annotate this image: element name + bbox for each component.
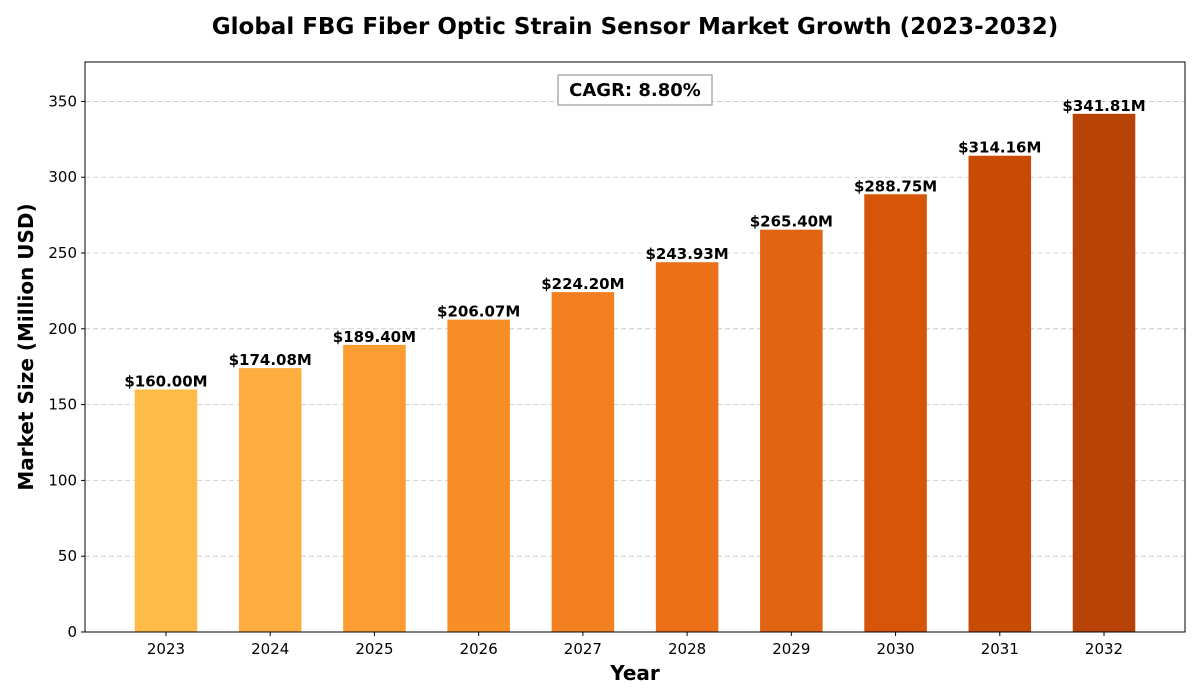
bar-2025 (343, 344, 406, 632)
data-label: $224.20M (541, 275, 624, 293)
bar-2023 (134, 389, 198, 632)
data-label: $314.16M (958, 139, 1041, 157)
bar-2031 (968, 155, 1032, 632)
x-tick-label: 2031 (981, 640, 1019, 658)
x-tick-label: 2027 (564, 640, 602, 658)
x-tick-label: 2023 (147, 640, 185, 658)
data-label: $243.93M (645, 245, 728, 263)
x-tick-label: 2028 (668, 640, 706, 658)
y-tick-label: 50 (58, 547, 77, 565)
y-tick-label: 300 (48, 168, 77, 186)
data-label: $160.00M (124, 372, 207, 390)
x-tick-label: 2024 (251, 640, 289, 658)
x-tick-label: 2032 (1085, 640, 1123, 658)
y-tick-label: 100 (48, 471, 77, 489)
y-axis-label: Market Size (Million USD) (14, 203, 38, 490)
data-label: $206.07M (437, 303, 520, 321)
bar-2028 (655, 262, 719, 632)
data-label: $174.08M (229, 351, 312, 369)
x-axis-label: Year (609, 661, 660, 685)
x-tick-label: 2026 (460, 640, 498, 658)
cagr-text: CAGR: 8.80% (569, 80, 701, 101)
y-tick-label: 200 (48, 320, 77, 338)
data-label: $265.40M (750, 213, 833, 231)
x-tick-label: 2030 (876, 640, 914, 658)
y-tick-label: 150 (48, 396, 77, 414)
chart-title: Global FBG Fiber Optic Strain Sensor Mar… (212, 14, 1058, 40)
bar-2024 (238, 368, 302, 632)
plot-frame (84, 61, 1186, 633)
bar-2027 (551, 292, 615, 632)
x-tick-label: 2025 (355, 640, 393, 658)
y-tick-label: 0 (67, 623, 77, 641)
bar-2030 (864, 194, 927, 633)
cagr-annotation: CAGR: 8.80% (557, 74, 713, 106)
bar-2026 (447, 319, 510, 632)
y-tick-label: 250 (48, 244, 77, 262)
y-tick-label: 350 (48, 92, 77, 110)
data-label: $341.81M (1062, 97, 1145, 115)
bar-2029 (760, 229, 823, 632)
bar-2032 (1072, 113, 1136, 633)
data-label: $189.40M (333, 328, 416, 346)
x-tick-label: 2029 (772, 640, 810, 658)
data-label: $288.75M (854, 177, 937, 195)
